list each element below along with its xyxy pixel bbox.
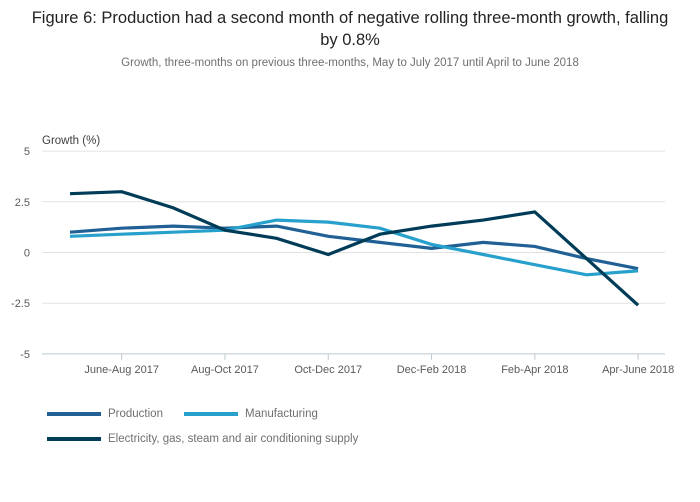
y-tick-label: -5 [20,349,30,361]
legend-label-production: Production [108,408,163,420]
y-tick-label: 0 [24,248,30,260]
legend-item-electricity: Electricity, gas, steam and air conditio… [47,433,358,445]
legend-row: Electricity, gas, steam and air conditio… [47,431,379,447]
x-tick-label: June-Aug 2017 [84,364,159,376]
series-line-electricity-gas [69,190,640,307]
legend-row: Production Manufacturing [47,406,379,422]
series-line-production [69,224,639,271]
y-tick-label: 2.5 [15,197,30,209]
x-tick-label: Dec-Feb 2018 [397,364,467,376]
figure-subtitle: Growth, three-months on previous three-m… [121,57,579,69]
figure-title: Figure 6: Production had a second month … [31,9,669,49]
line-chart: 5 2.5 0 -2.5 -5 June-Aug 2017 Aug-Oct 2017 Oct-… [11,146,674,376]
production-line-swatch [47,412,101,416]
legend-item-manufacturing: Manufacturing [183,408,318,420]
x-tick-label: Apr-June 2018 [602,364,674,376]
legend-item-production: Production [47,408,163,420]
series-line-manufacturing [69,218,639,277]
legend-label-manufacturing: Manufacturing [244,408,318,420]
legend-label-electricity: Electricity, gas, steam and air conditio… [108,433,359,445]
y-tick-label: -2.5 [11,298,30,310]
legend: Production Manufacturing Electricity, ga… [47,406,379,456]
x-tick-label: Feb-Apr 2018 [501,364,568,376]
x-tick-label: Aug-Oct 2017 [191,364,259,376]
y-axis-title: Growth (%) [42,135,101,147]
y-tick-label: 5 [24,146,30,158]
manufacturing-line-swatch [183,412,238,416]
electricity-line-swatch [47,437,101,441]
x-tick-label: Oct-Dec 2017 [294,364,362,376]
